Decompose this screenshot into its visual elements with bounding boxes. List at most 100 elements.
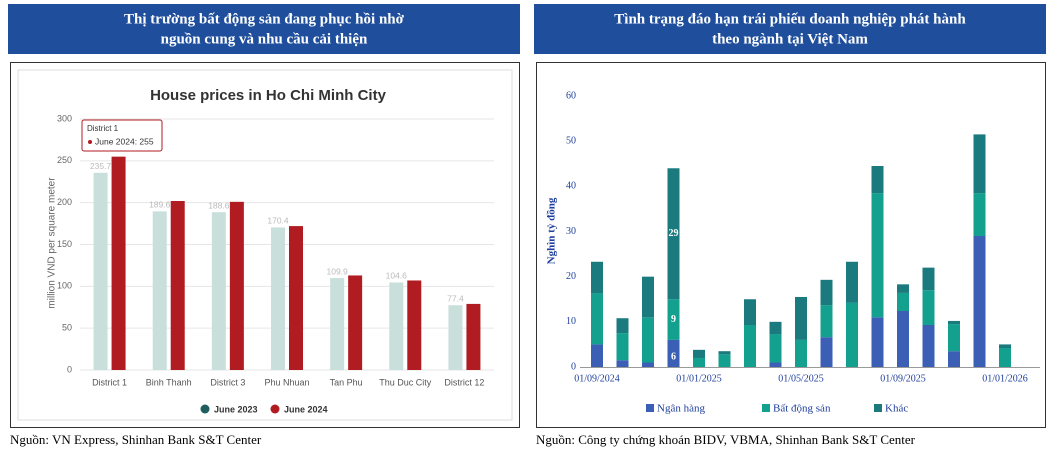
bar-segment bbox=[948, 351, 960, 367]
data-label: 109.9 bbox=[327, 266, 349, 276]
bar-segment bbox=[718, 354, 731, 367]
bar-segment bbox=[667, 339, 680, 367]
x-tick-label: 01/05/2025 bbox=[778, 373, 824, 384]
y-tick-label: 200 bbox=[57, 197, 72, 207]
legend-marker bbox=[270, 404, 280, 414]
bar-segment bbox=[693, 349, 705, 358]
bar bbox=[448, 305, 463, 370]
data-label: 104.6 bbox=[386, 271, 408, 281]
header: nguồn cung và nhu cầu cải thiện bbox=[161, 31, 368, 47]
bar-segment bbox=[820, 305, 833, 338]
tooltip-dot bbox=[88, 140, 92, 144]
header: Thị trường bất động sản đang phục hồi nh… bbox=[124, 11, 405, 27]
bar-segment bbox=[999, 348, 1011, 367]
bar bbox=[348, 275, 363, 370]
bar-segment bbox=[846, 302, 858, 367]
y-axis-label: Nghìn tỷ đồng bbox=[546, 197, 558, 264]
data-label: 6 bbox=[671, 352, 676, 363]
bar-segment bbox=[616, 333, 629, 361]
bar-segment bbox=[948, 320, 960, 325]
legend-marker bbox=[762, 404, 770, 412]
y-tick-label: 250 bbox=[57, 155, 72, 165]
y-tick-label: 300 bbox=[57, 113, 72, 123]
bar-segment bbox=[820, 337, 833, 367]
bar bbox=[229, 201, 244, 370]
bar-segment bbox=[667, 168, 680, 300]
y-tick-label: 30 bbox=[566, 226, 576, 237]
header: Tình trạng đáo hạn trái phiếu doanh nghi… bbox=[614, 11, 966, 27]
bar-segment bbox=[795, 339, 807, 367]
x-tick-label: Tan Phu bbox=[330, 377, 363, 387]
panel-border bbox=[536, 62, 1046, 428]
legend-label: Ngân hàng bbox=[657, 403, 705, 415]
bar-segment bbox=[616, 360, 629, 367]
bar-segment bbox=[642, 317, 654, 363]
bar-segment bbox=[591, 261, 603, 294]
bar-segment bbox=[922, 267, 935, 291]
panel-border bbox=[10, 62, 520, 428]
y-tick-label: 20 bbox=[566, 271, 576, 282]
bar-segment bbox=[795, 296, 807, 340]
bar-segment bbox=[591, 344, 603, 367]
bar-segment bbox=[693, 357, 705, 367]
bar bbox=[93, 172, 108, 370]
bar-segment bbox=[769, 362, 782, 367]
x-tick-label: 01/01/2026 bbox=[982, 373, 1028, 384]
y-tick-label: 150 bbox=[57, 239, 72, 249]
header: theo ngành tại Việt Nam bbox=[712, 31, 868, 47]
bar bbox=[389, 282, 404, 370]
bar bbox=[211, 212, 226, 370]
x-tick-label: 01/09/2024 bbox=[574, 373, 620, 384]
bar-segment bbox=[922, 324, 935, 367]
data-label: 77.4 bbox=[447, 293, 464, 303]
x-tick-label: 01/09/2025 bbox=[880, 373, 926, 384]
bar-segment bbox=[667, 299, 680, 340]
bar bbox=[271, 227, 285, 370]
y-tick-label: 50 bbox=[566, 135, 576, 146]
bar-segment bbox=[871, 166, 884, 194]
y-tick-label: 50 bbox=[62, 323, 72, 333]
y-tick-label: 0 bbox=[571, 361, 576, 372]
data-label: 170.4 bbox=[267, 216, 289, 226]
data-label: 189.6 bbox=[149, 200, 171, 210]
bar bbox=[466, 303, 481, 370]
x-tick-label: District 1 bbox=[92, 377, 127, 387]
bar-segment bbox=[922, 290, 935, 325]
x-tick-label: Binh Thanh bbox=[146, 377, 192, 387]
x-tick-label: Phu Nhuan bbox=[264, 377, 309, 387]
bar-segment bbox=[871, 193, 884, 318]
x-tick-label: District 3 bbox=[210, 377, 245, 387]
legend-label: Bất động sản bbox=[773, 403, 831, 415]
bar-segment bbox=[769, 334, 782, 363]
y-tick-label: 60 bbox=[566, 90, 576, 101]
tooltip-text: June 2024: 255 bbox=[95, 136, 154, 146]
bar bbox=[152, 211, 167, 370]
bar bbox=[111, 156, 126, 370]
header-box bbox=[8, 4, 520, 54]
x-tick-label: 01/01/2025 bbox=[676, 373, 722, 384]
legend-label: June 2024 bbox=[284, 404, 328, 414]
y-tick-label: 0 bbox=[67, 364, 72, 374]
bar-segment bbox=[846, 261, 858, 303]
bar-segment bbox=[973, 134, 986, 194]
data-label: 29 bbox=[669, 228, 679, 239]
chart-title: House prices in Ho Chi Minh City bbox=[150, 87, 387, 104]
y-tick-label: 100 bbox=[57, 281, 72, 291]
bar-segment bbox=[948, 324, 960, 352]
header-box bbox=[534, 4, 1046, 54]
bar-segment bbox=[642, 276, 654, 318]
source: Nguồn: Công ty chứng khoán BIDV, VBMA, S… bbox=[536, 432, 916, 447]
legend-marker bbox=[874, 404, 882, 412]
bar-segment bbox=[871, 317, 884, 367]
bar bbox=[170, 200, 185, 370]
y-axis-label: million VND per square meter bbox=[47, 177, 58, 309]
bar-segment bbox=[744, 324, 756, 367]
bar bbox=[330, 278, 345, 370]
bar-segment bbox=[591, 293, 603, 345]
x-tick-label: District 12 bbox=[444, 377, 484, 387]
legend-marker bbox=[646, 404, 654, 412]
bar-segment bbox=[769, 321, 782, 335]
bar-segment bbox=[820, 279, 833, 306]
bar-segment bbox=[616, 318, 629, 334]
